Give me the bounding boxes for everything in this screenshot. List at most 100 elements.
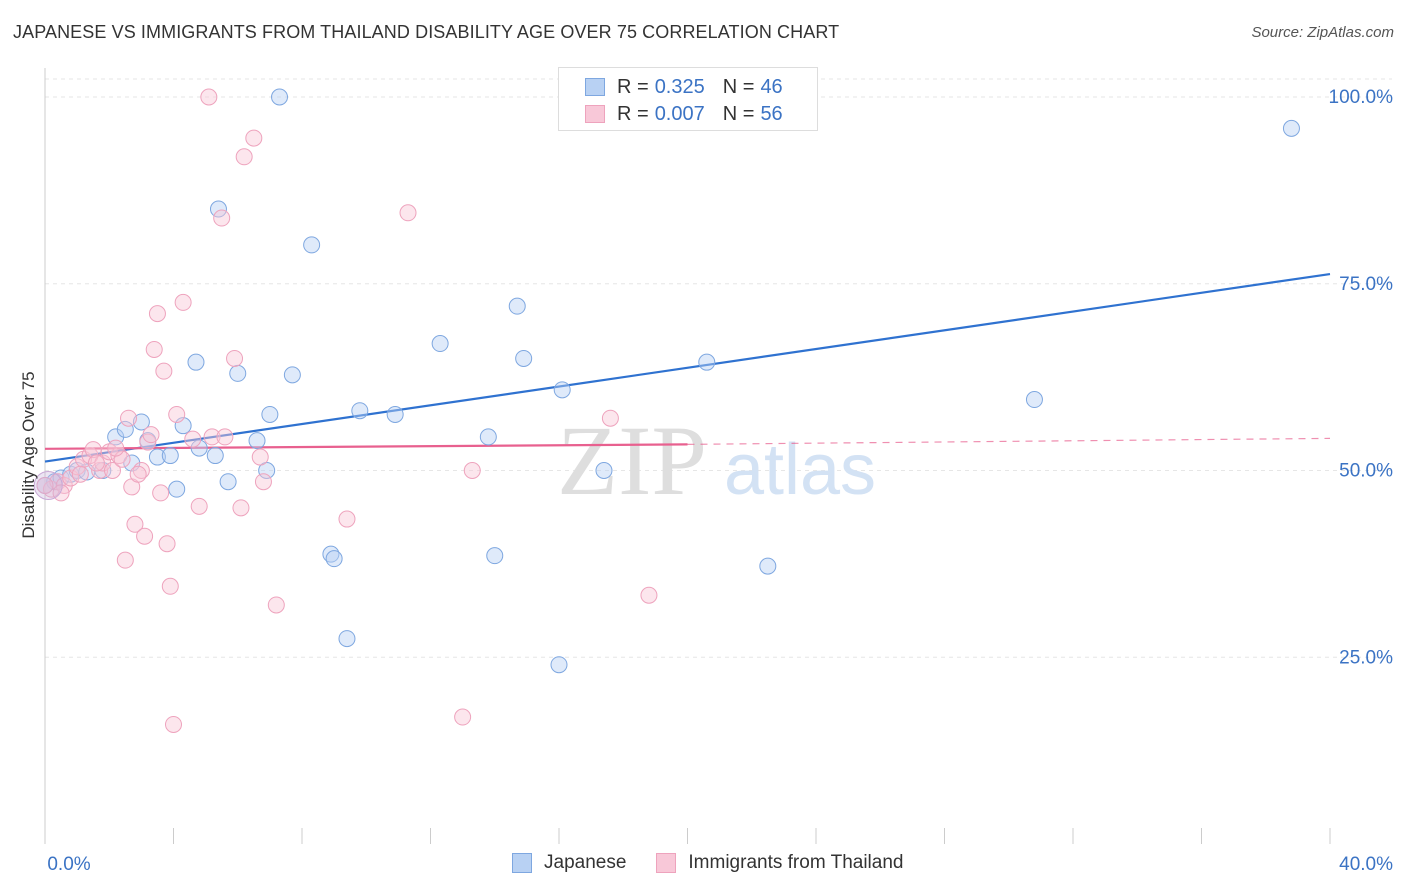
point-japanese [190, 439, 208, 457]
point-japanese [322, 545, 340, 563]
point-japanese [515, 349, 533, 367]
point-japanese [206, 447, 224, 465]
point-japanese [271, 88, 289, 106]
r-value: 0.007 [654, 102, 705, 125]
point-thailand [200, 88, 218, 106]
point-cluster [33, 470, 63, 500]
point-japanese [698, 353, 716, 371]
point-thailand [251, 448, 269, 466]
trend-line-thailand [687, 437, 1331, 445]
point-thailand [71, 465, 89, 483]
grid-lines [45, 78, 1392, 658]
point-thailand [399, 204, 417, 222]
point-thailand [267, 596, 285, 614]
point-thailand [142, 426, 160, 444]
point-thailand [232, 499, 250, 517]
n-value: 46 [760, 75, 783, 98]
legend-item-thailand[interactable]: Immigrants from Thailand [656, 852, 903, 874]
point-thailand [174, 293, 192, 311]
point-thailand [338, 510, 356, 528]
point-japanese [148, 448, 166, 466]
point-thailand [168, 405, 186, 423]
data-points [33, 88, 1300, 733]
point-thailand [155, 362, 173, 380]
japanese-swatch [512, 853, 532, 873]
point-japanese [261, 405, 279, 423]
trend-line-thailand [44, 443, 688, 450]
point-thailand [120, 409, 138, 427]
point-thailand [107, 439, 125, 457]
japanese-swatch [585, 78, 605, 96]
point-japanese [486, 547, 504, 565]
r-label: R = [617, 102, 649, 125]
legend-item-japanese[interactable]: Japanese [512, 852, 626, 874]
x-tick-label: 40.0% [1339, 854, 1393, 875]
point-thailand [254, 473, 272, 491]
point-thailand [126, 515, 144, 533]
tick-labels: 25.0% 50.0% 75.0% 100.0% 0.0% 40.0% [47, 87, 1393, 875]
watermark-zip: ZIP [557, 405, 707, 516]
point-thailand [184, 430, 202, 448]
point-japanese [759, 557, 777, 575]
point-thailand [161, 577, 179, 595]
watermark: ZIP atlas [557, 405, 876, 516]
point-thailand [152, 484, 170, 502]
point-thailand [129, 465, 147, 483]
point-japanese [209, 200, 227, 218]
point-japanese [132, 413, 150, 431]
n-value: 56 [760, 102, 783, 125]
point-japanese [595, 462, 613, 479]
point-japanese [479, 428, 497, 446]
point-thailand [158, 535, 176, 553]
legend-label-thailand: Immigrants from Thailand [688, 852, 904, 873]
x-tick-label: 0.0% [47, 854, 90, 875]
point-japanese [229, 364, 247, 382]
point-thailand [601, 409, 619, 427]
legend-row-thailand: R = 0.007 N = 56 [585, 101, 783, 127]
point-japanese [187, 353, 205, 371]
point-japanese [1282, 119, 1300, 137]
point-thailand [116, 551, 134, 569]
series-legend: Japanese Immigrants from Thailand [512, 852, 933, 874]
legend-label-japanese: Japanese [544, 852, 627, 873]
point-thailand [235, 148, 253, 166]
y-tick-label: 25.0% [1339, 647, 1393, 668]
point-thailand [463, 462, 481, 479]
legend-row-japanese: R = 0.325 N = 46 [585, 74, 783, 100]
axes [44, 68, 1331, 844]
thailand-swatch [585, 105, 605, 123]
point-japanese [325, 550, 343, 568]
point-thailand [145, 340, 163, 358]
point-japanese [161, 447, 179, 465]
point-japanese [386, 405, 404, 423]
point-japanese [303, 236, 321, 254]
watermark-atlas: atlas [724, 430, 876, 510]
n-label: N = [722, 102, 755, 125]
y-tick-label: 50.0% [1339, 461, 1393, 482]
point-japanese [338, 630, 356, 648]
point-thailand [136, 527, 154, 545]
chart-title: JAPANESE VS IMMIGRANTS FROM THAILAND DIS… [13, 22, 840, 42]
r-value: 0.325 [654, 75, 705, 98]
r-label: R = [617, 75, 649, 98]
point-thailand [87, 454, 105, 472]
y-tick-label: 100.0% [1329, 87, 1394, 108]
point-thailand [103, 462, 121, 479]
point-thailand [226, 349, 244, 367]
point-japanese [248, 432, 266, 450]
trend-lines [44, 272, 1331, 463]
point-thailand [245, 129, 263, 147]
point-thailand [213, 209, 231, 227]
point-japanese [553, 381, 571, 399]
point-thailand [454, 708, 472, 726]
point-japanese [431, 335, 449, 353]
point-japanese [219, 473, 237, 491]
point-thailand [216, 428, 234, 446]
point-japanese [1025, 391, 1043, 409]
stats-legend: R = 0.325 N = 46 R = 0.007 N = 56 [558, 67, 818, 131]
trend-line-japanese [44, 272, 1331, 463]
point-japanese [508, 297, 526, 315]
point-thailand [640, 586, 658, 604]
y-axis-label: Disability Age Over 75 [19, 371, 38, 538]
